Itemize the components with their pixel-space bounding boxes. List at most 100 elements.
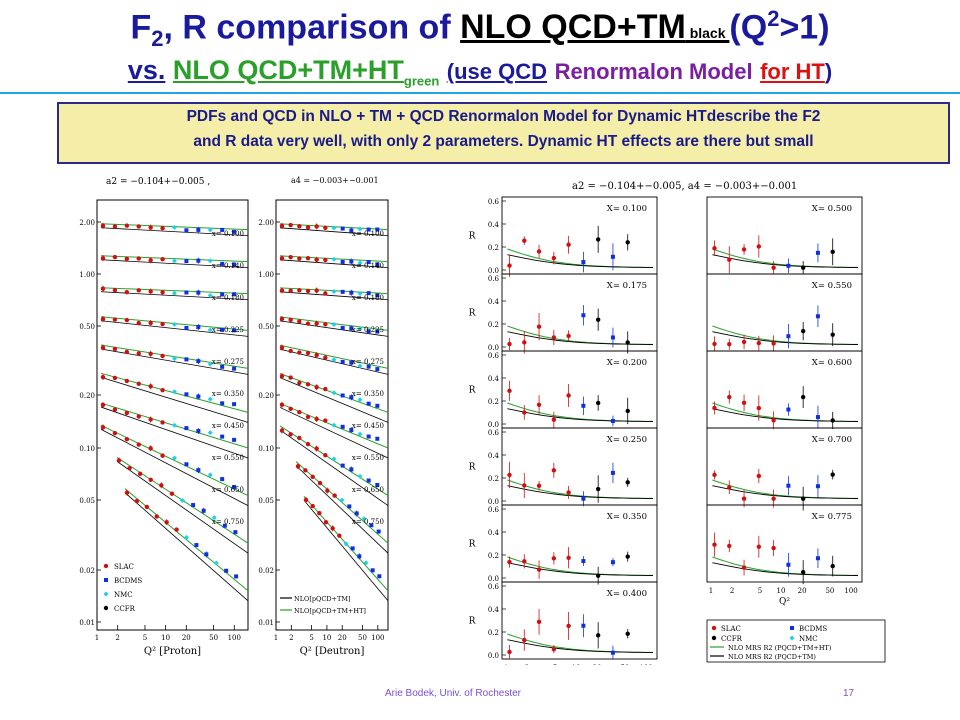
r-data-point xyxy=(727,485,732,490)
r-data-point xyxy=(815,484,820,489)
f2-data-point xyxy=(100,402,106,408)
r-data-point xyxy=(522,410,527,415)
f2-data-point xyxy=(357,326,363,332)
f2-data-point xyxy=(100,316,106,322)
r-ytick-label: 0.6 xyxy=(488,429,500,437)
r-fit-curve-ht xyxy=(507,556,653,576)
r-yaxis-label: R xyxy=(469,540,476,550)
f2-data-point xyxy=(112,317,118,322)
r-panel-label: X= 0.775 xyxy=(812,512,852,522)
r-data-point xyxy=(741,565,747,570)
r-panel-label: X= 0.100 xyxy=(607,204,647,214)
r-data-point xyxy=(581,260,586,265)
f2-data-point xyxy=(357,397,363,403)
f2-data-point xyxy=(160,387,165,393)
r-data-point xyxy=(610,335,615,340)
r-fit-curve-tm xyxy=(507,639,654,653)
footer-author: Arie Bodek, Univ. of Rochester xyxy=(385,688,521,699)
r-data-point xyxy=(741,496,747,501)
f2-data-point xyxy=(323,322,328,327)
f2-data-point xyxy=(317,480,323,486)
f2-ytick-label: 0.05 xyxy=(79,497,95,505)
f2-data-point xyxy=(112,407,118,412)
f2-data-point xyxy=(347,504,352,509)
r-data-point xyxy=(815,314,820,319)
r-legend-frame xyxy=(706,619,886,663)
f2-data-point xyxy=(297,380,302,386)
f2-xtick-label: 2 xyxy=(289,634,293,642)
r-data-point xyxy=(741,400,747,405)
f2-fit-line-tm xyxy=(279,227,389,236)
r-data-point xyxy=(581,559,586,564)
f2-data-point xyxy=(172,422,177,428)
f2-data-point xyxy=(331,256,337,262)
r-fit-curve-tm xyxy=(712,331,859,345)
r-data-point xyxy=(815,415,820,420)
f2-xaxis-label: Q² [Deutron] xyxy=(300,646,365,657)
f2-data-point xyxy=(331,225,337,231)
r-data-point xyxy=(741,339,747,345)
r-fit-curve-tm xyxy=(712,408,859,422)
r-xtick-label: 5 xyxy=(553,664,557,665)
f2-bin-label: x= 0.650 xyxy=(352,486,384,494)
slide-title: F2, R comparison of NLO QCD+TM black (Q2… xyxy=(130,6,830,52)
f2-data-point xyxy=(127,465,132,471)
r-fit-curve-tm xyxy=(507,331,654,345)
r-data-point xyxy=(536,483,542,488)
f2-data-point xyxy=(196,227,201,232)
f2-xtick-label: 100 xyxy=(228,634,241,642)
f2-data-point xyxy=(137,471,143,476)
f2-data-point xyxy=(354,511,359,516)
f2-data-point xyxy=(220,401,225,406)
f2-data-point xyxy=(112,430,118,436)
f2-data-point xyxy=(305,288,311,294)
f2-data-point xyxy=(279,256,285,261)
r-data-point xyxy=(786,407,791,412)
f2-data-point xyxy=(314,416,319,422)
f2-data-point xyxy=(317,510,322,516)
f2-data-point xyxy=(279,373,285,379)
f2-data-point xyxy=(377,574,382,579)
f2-data-point xyxy=(297,319,302,324)
f2-bin-label: x= 0.100 xyxy=(352,230,384,238)
r-data-point xyxy=(507,388,512,394)
r-fit-curve-ht xyxy=(712,479,858,499)
f2-legend-label-0: SLAC xyxy=(114,563,134,571)
f2-data-point xyxy=(124,349,130,355)
r-data-point xyxy=(712,542,717,547)
r-fit-curve-tm xyxy=(712,254,859,268)
f2-data-point xyxy=(100,374,106,380)
f2-data-point xyxy=(357,431,363,437)
f2-data-point xyxy=(297,223,302,229)
f2-bin-label: x= 0.225 xyxy=(352,326,384,334)
f2-data-point xyxy=(340,393,345,398)
f2-legend-marker-1 xyxy=(104,578,108,582)
r-data-point xyxy=(566,490,571,495)
r-yaxis-label: R xyxy=(469,617,476,627)
r-xtick-label: 2 xyxy=(525,664,529,665)
r-fit-curve-ht xyxy=(507,248,653,268)
f2-data-point xyxy=(314,288,319,293)
f2-data-point xyxy=(220,434,225,439)
f2-data-point xyxy=(172,290,177,296)
r-panel-label: X= 0.250 xyxy=(607,435,647,445)
f2-data-point xyxy=(303,468,308,473)
r-ytick-label: 0.0 xyxy=(488,344,499,352)
r-legend-marker-1 xyxy=(790,626,794,630)
r-data-point xyxy=(610,650,615,655)
f2-data-point xyxy=(279,288,285,293)
f2-data-point xyxy=(207,258,213,264)
r-fit-curve-tm xyxy=(712,562,859,576)
f2-data-point xyxy=(297,350,302,355)
r-xtick-label: 10 xyxy=(777,587,786,595)
f2-data-point xyxy=(196,325,201,330)
r-ytick-label: 0.6 xyxy=(488,506,500,514)
r-data-point xyxy=(815,556,820,561)
f2-data-point xyxy=(366,329,371,334)
r-data-point xyxy=(595,317,601,322)
r-yaxis-label: R xyxy=(469,463,476,473)
r-ytick-label: 0.0 xyxy=(488,421,499,429)
f2-data-point xyxy=(124,378,130,384)
r-data-point xyxy=(581,496,586,501)
r-data-point xyxy=(756,244,762,249)
